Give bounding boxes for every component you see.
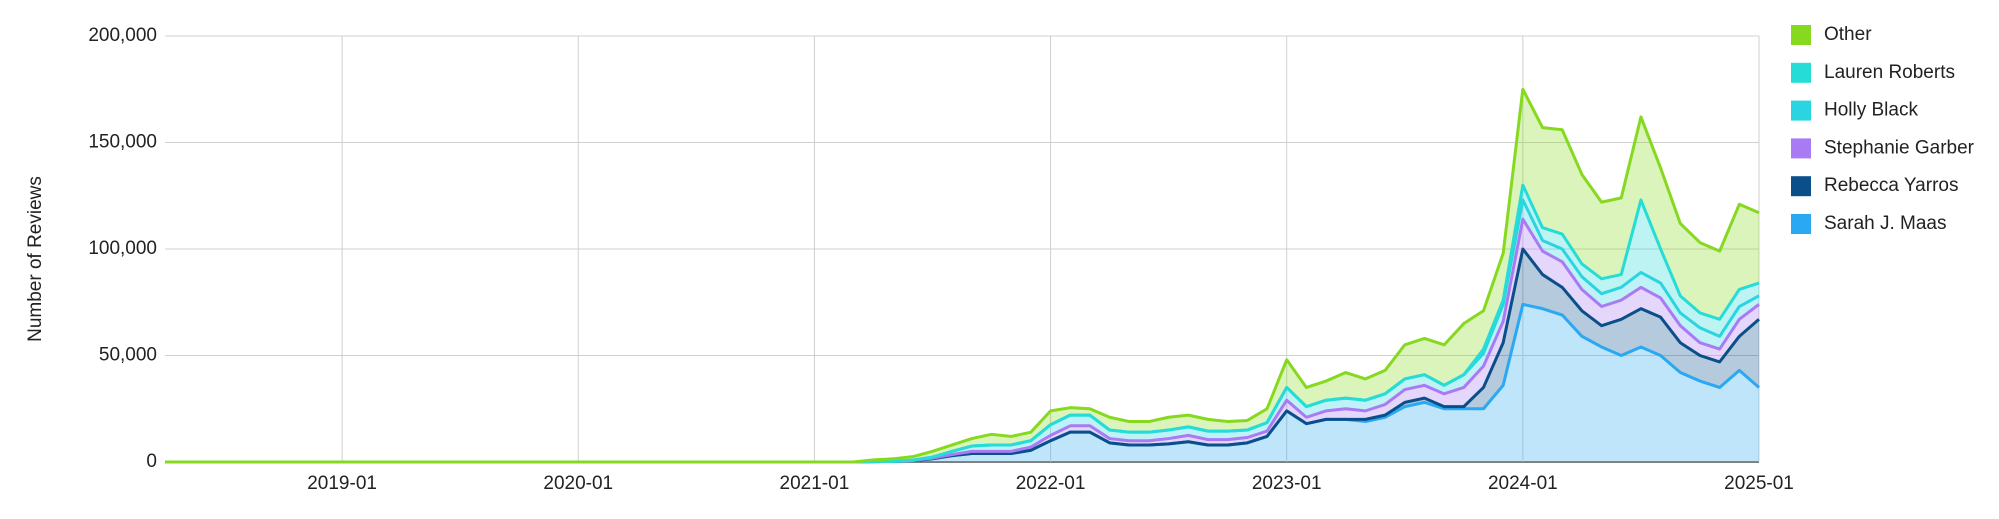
y-tick-label: 50,000 [99,345,157,366]
legend-label: Lauren Roberts [1824,62,1955,83]
legend-swatch [1791,214,1811,234]
y-tick-label: 0 [146,451,157,472]
legend-label: Sarah J. Maas [1824,213,1947,234]
y-tick-label: 200,000 [88,25,157,46]
legend-label: Rebecca Yarros [1824,175,1958,196]
x-tick-label: 2021-01 [780,473,850,494]
y-axis-label: Number of Reviews [25,176,46,342]
y-tick-label: 150,000 [88,132,157,153]
x-tick-label: 2020-01 [543,473,613,494]
x-tick-label: 2022-01 [1016,473,1086,494]
legend-label: Other [1824,24,1872,45]
legend-label: Holly Black [1824,100,1918,121]
x-tick-label: 2023-01 [1252,473,1322,494]
x-tick-label: 2024-01 [1488,473,1558,494]
legend-swatch [1791,25,1811,45]
legend-swatch [1791,138,1811,159]
x-tick-label: 2025-01 [1724,473,1794,494]
series-line [165,87,1760,464]
x-tick-label: 2019-01 [307,473,377,494]
legend-swatch [1791,100,1811,121]
legend-swatch [1791,176,1811,197]
area [165,304,1759,462]
legend-label: Stephanie Garber [1824,137,1975,158]
legend-swatch [1791,62,1811,83]
y-tick-label: 100,000 [88,238,157,259]
